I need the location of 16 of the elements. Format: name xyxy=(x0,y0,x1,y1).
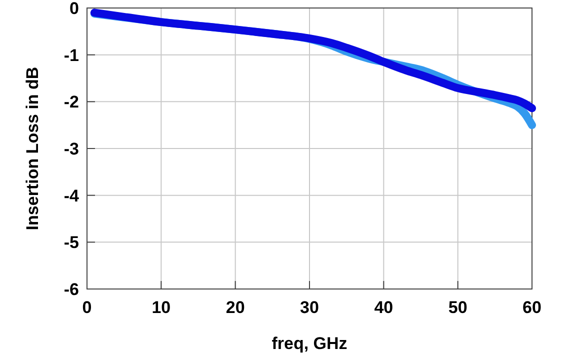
y-tick-label: -6 xyxy=(64,280,79,299)
x-tick-label: 50 xyxy=(448,298,468,317)
x-tick-label: 60 xyxy=(522,298,542,317)
x-tick-label: 0 xyxy=(82,298,92,317)
x-axis-title: freq, GHz xyxy=(272,334,348,353)
y-tick-label: -3 xyxy=(64,140,79,158)
x-tick-label: 10 xyxy=(152,298,171,317)
y-tick-label: 0 xyxy=(70,0,79,18)
y-tick-label: -5 xyxy=(64,233,79,252)
y-tick-label: -1 xyxy=(64,46,79,65)
y-axis-title: Insertion Loss in dB xyxy=(23,66,42,230)
x-tick-label: 30 xyxy=(300,298,319,317)
x-tick-label: 40 xyxy=(374,298,394,317)
x-tick-label: 20 xyxy=(226,298,245,317)
y-tick-label: -4 xyxy=(64,186,80,206)
y-tick-label: -2 xyxy=(64,92,79,112)
